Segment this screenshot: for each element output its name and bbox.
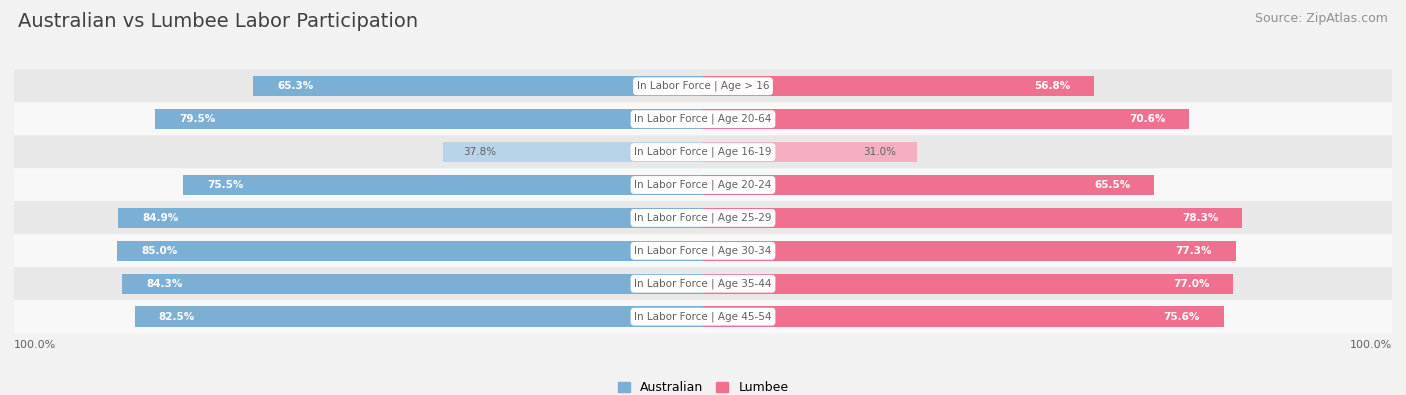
Text: 100.0%: 100.0%	[14, 340, 56, 350]
Bar	[117, 241, 703, 261]
Text: In Labor Force | Age 35-44: In Labor Force | Age 35-44	[634, 278, 772, 289]
Bar	[703, 241, 1236, 261]
FancyBboxPatch shape	[14, 300, 1392, 333]
Bar	[703, 142, 917, 162]
Text: 75.6%: 75.6%	[1163, 312, 1199, 322]
Text: In Labor Force | Age 45-54: In Labor Force | Age 45-54	[634, 311, 772, 322]
Text: 77.0%: 77.0%	[1173, 279, 1209, 289]
Text: 85.0%: 85.0%	[142, 246, 177, 256]
Text: 100.0%: 100.0%	[1350, 340, 1392, 350]
Text: Source: ZipAtlas.com: Source: ZipAtlas.com	[1254, 12, 1388, 25]
Text: 56.8%: 56.8%	[1033, 81, 1070, 91]
Text: In Labor Force | Age > 16: In Labor Force | Age > 16	[637, 81, 769, 92]
FancyBboxPatch shape	[14, 267, 1392, 301]
Text: 82.5%: 82.5%	[159, 312, 195, 322]
Text: 65.3%: 65.3%	[277, 81, 314, 91]
Text: 65.5%: 65.5%	[1094, 180, 1130, 190]
Bar	[253, 76, 703, 96]
Text: In Labor Force | Age 20-64: In Labor Force | Age 20-64	[634, 114, 772, 124]
Bar	[703, 273, 1233, 294]
Bar	[135, 307, 703, 327]
FancyBboxPatch shape	[14, 135, 1392, 169]
FancyBboxPatch shape	[14, 70, 1392, 103]
Bar	[443, 142, 703, 162]
FancyBboxPatch shape	[14, 234, 1392, 268]
Bar	[703, 307, 1223, 327]
Bar	[118, 208, 703, 228]
Text: 31.0%: 31.0%	[863, 147, 896, 157]
FancyBboxPatch shape	[14, 201, 1392, 235]
Text: 84.3%: 84.3%	[146, 279, 183, 289]
FancyBboxPatch shape	[14, 102, 1392, 136]
Text: In Labor Force | Age 20-24: In Labor Force | Age 20-24	[634, 180, 772, 190]
Bar	[703, 208, 1243, 228]
Bar	[122, 273, 703, 294]
Text: Australian vs Lumbee Labor Participation: Australian vs Lumbee Labor Participation	[18, 12, 419, 31]
Text: In Labor Force | Age 16-19: In Labor Force | Age 16-19	[634, 147, 772, 157]
Text: 77.3%: 77.3%	[1175, 246, 1212, 256]
Text: 75.5%: 75.5%	[207, 180, 243, 190]
Bar	[703, 175, 1154, 195]
Legend: Australian, Lumbee: Australian, Lumbee	[617, 381, 789, 394]
Bar	[155, 109, 703, 130]
Bar	[703, 109, 1189, 130]
Text: 37.8%: 37.8%	[463, 147, 496, 157]
Text: In Labor Force | Age 25-29: In Labor Force | Age 25-29	[634, 213, 772, 223]
Text: 79.5%: 79.5%	[180, 114, 215, 124]
FancyBboxPatch shape	[14, 168, 1392, 202]
Bar	[703, 76, 1094, 96]
Bar	[183, 175, 703, 195]
Text: In Labor Force | Age 30-34: In Labor Force | Age 30-34	[634, 246, 772, 256]
Text: 78.3%: 78.3%	[1182, 213, 1219, 223]
Text: 70.6%: 70.6%	[1129, 114, 1166, 124]
Text: 84.9%: 84.9%	[142, 213, 179, 223]
